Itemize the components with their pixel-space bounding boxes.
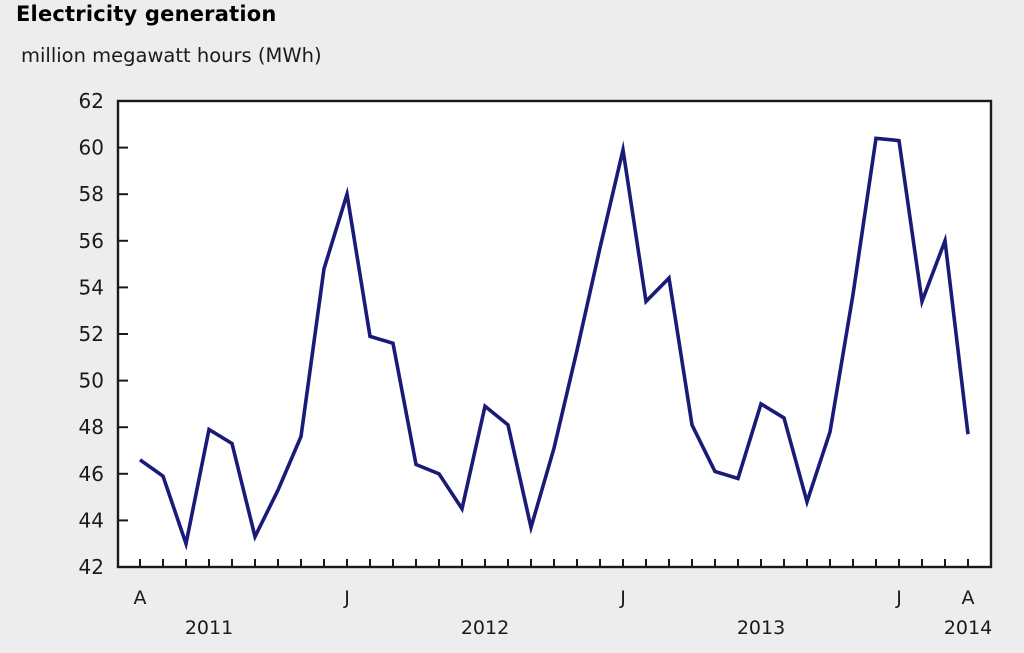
y-tick-label: 48 [79, 415, 104, 439]
x-year-label: 2012 [461, 617, 509, 639]
x-tick-label: A [134, 587, 147, 609]
y-tick-label: 58 [79, 182, 104, 206]
x-tick-label: J [343, 587, 350, 609]
y-tick-label: 56 [79, 229, 104, 253]
series-line [138, 136, 970, 551]
y-tick-label: 62 [79, 89, 104, 113]
x-tick-label: A [962, 587, 975, 609]
chart-title: Electricity generation [16, 2, 277, 26]
y-tick-label: 44 [79, 508, 104, 532]
x-year-label: 2014 [944, 617, 992, 639]
y-tick-label: 46 [79, 462, 104, 486]
x-year-label: 2011 [185, 617, 233, 639]
x-axis-year-labels: 2011 2012 2013 2014 [185, 617, 992, 639]
y-tick-label: 54 [79, 275, 104, 299]
y-tick-label: 42 [79, 555, 104, 579]
y-axis-labels: 42 44 46 48 50 52 54 56 58 60 62 [79, 89, 104, 579]
x-axis-ticks [139, 559, 969, 567]
x-year-label: 2013 [737, 617, 785, 639]
y-tick-label: 50 [79, 369, 104, 393]
plot-border [116, 99, 993, 569]
x-tick-label: J [619, 587, 626, 609]
y-tick-label: 60 [79, 136, 104, 160]
x-tick-label: J [895, 587, 902, 609]
y-tick-label: 52 [79, 322, 104, 346]
y-axis-ticks [118, 146, 128, 522]
plot-area [118, 101, 991, 567]
chart-y-axis-unit-label: million megawatt hours (MWh) [21, 44, 322, 67]
